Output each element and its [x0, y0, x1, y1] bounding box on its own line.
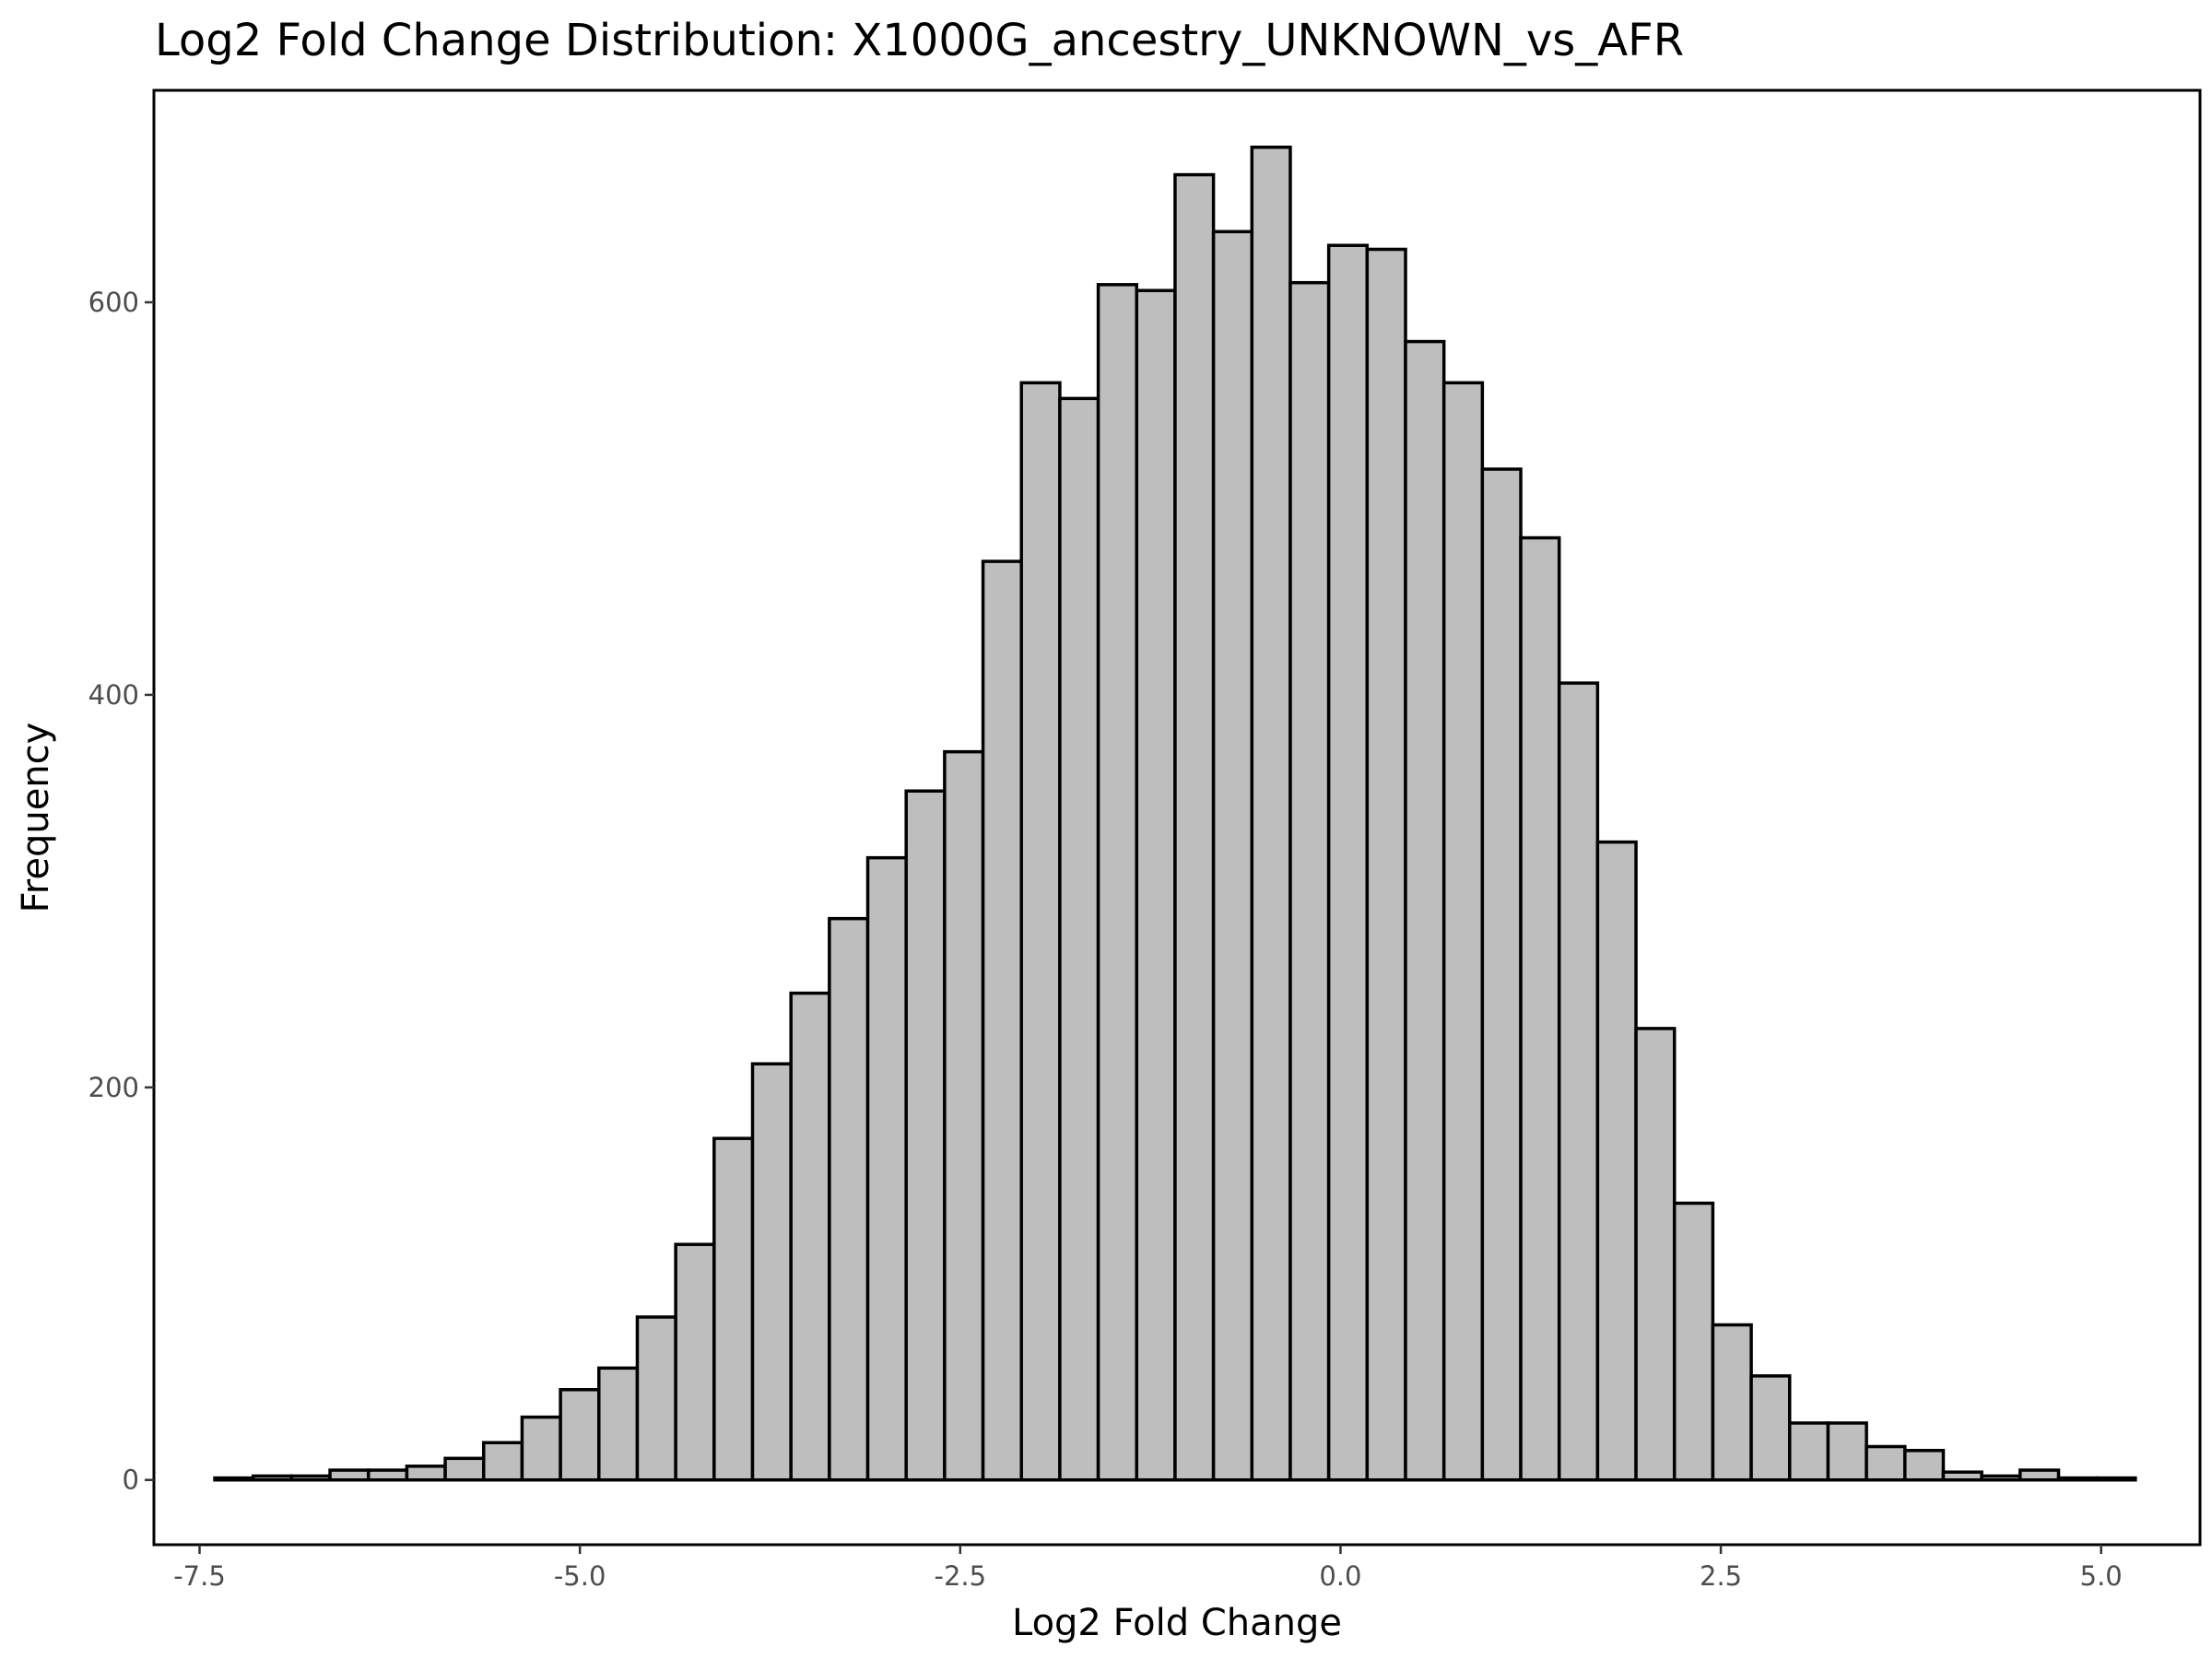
histogram-bar [1749, 1374, 1792, 1482]
histogram-bar [328, 1468, 371, 1482]
histogram-bar [1288, 280, 1331, 1482]
histogram-bar [443, 1456, 486, 1482]
histogram-bar [1135, 288, 1177, 1482]
histogram-bar [1519, 535, 1561, 1482]
histogram-bar [405, 1465, 447, 1482]
y-tick-label: 400 [88, 679, 139, 711]
histogram-bar [1365, 247, 1407, 1482]
histogram-bar [1826, 1421, 1868, 1482]
histogram-bar [2018, 1468, 2061, 1482]
x-tick-label: -2.5 [934, 1560, 986, 1592]
histogram-bar [1903, 1449, 1946, 1482]
histogram-bar [1096, 283, 1139, 1482]
histogram-bar [943, 749, 985, 1482]
histogram-bar [289, 1474, 332, 1482]
histogram-bar [520, 1415, 562, 1482]
histogram-bar [1326, 243, 1370, 1482]
histogram-bar [1480, 467, 1523, 1482]
histogram-bar [1441, 381, 1485, 1482]
histogram-bar [1557, 681, 1600, 1482]
histogram-bar [1634, 1027, 1677, 1482]
histogram-bar [865, 855, 908, 1482]
x-tick-label: -5.0 [554, 1560, 606, 1592]
histogram-bar [1980, 1474, 2022, 1482]
histogram-bar [635, 1315, 677, 1482]
y-axis-label: Frequency [15, 723, 57, 913]
histogram-bar [213, 1476, 255, 1482]
x-tick-label: -7.5 [173, 1560, 226, 1592]
histogram-bar [904, 789, 947, 1482]
histogram-bar [1788, 1421, 1830, 1482]
chart-title: Log2 Fold Change Distribution: X1000G_an… [155, 15, 1684, 66]
histogram-bar [1595, 840, 1638, 1482]
plot-frame [152, 88, 2202, 1547]
histogram-bar [1058, 396, 1100, 1482]
histogram-bars [213, 146, 2137, 1482]
histogram-bar [789, 991, 831, 1482]
histogram-bar [1865, 1444, 1907, 1482]
histogram-bar [750, 1062, 793, 1482]
y-tick-label: 0 [123, 1465, 139, 1496]
histogram-bar [1941, 1470, 1983, 1482]
x-tick-label: 5.0 [2080, 1560, 2123, 1592]
histogram-bar [1173, 172, 1216, 1482]
y-axis: 0 200 400 600 [88, 287, 154, 1496]
histogram-bar [1711, 1323, 1753, 1482]
histogram-bar [674, 1242, 716, 1482]
x-tick-label: 2.5 [1700, 1560, 1742, 1592]
histogram-bar [366, 1468, 409, 1482]
histogram-bar [712, 1136, 755, 1482]
x-axis: -7.5 -5.0 -2.5 0.0 2.5 5.0 [173, 1545, 2123, 1592]
histogram-bar [1672, 1201, 1715, 1482]
histogram-bar [828, 916, 870, 1482]
histogram-bar [2056, 1476, 2099, 1482]
histogram-bar [559, 1388, 601, 1482]
y-tick-label: 600 [88, 287, 139, 318]
histogram-bar [251, 1474, 294, 1482]
histogram-bar [597, 1366, 640, 1482]
histogram-bar [1019, 381, 1062, 1482]
histogram-bar [1404, 339, 1446, 1482]
x-axis-label: Log2 Fold Change [1012, 1602, 1342, 1644]
histogram-bar [1211, 229, 1254, 1482]
y-tick-label: 200 [88, 1072, 139, 1103]
x-tick-label: 0.0 [1319, 1560, 1361, 1592]
histogram-bar [482, 1441, 524, 1482]
histogram-bar [2095, 1476, 2137, 1482]
histogram-bar [981, 559, 1023, 1482]
histogram-bar [1250, 146, 1292, 1482]
